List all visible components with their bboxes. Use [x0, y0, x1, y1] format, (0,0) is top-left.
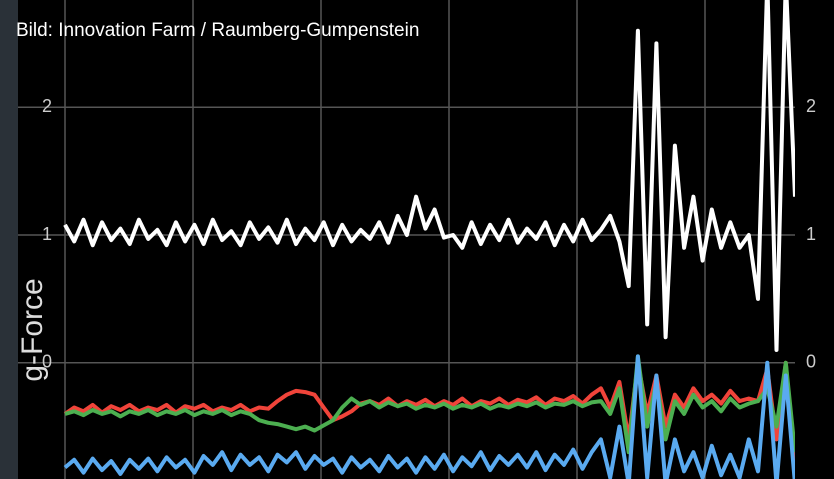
y-axis-label: g-Force [16, 278, 49, 381]
y-tick-label-left: 2 [42, 96, 52, 116]
plot [63, 0, 795, 479]
y-tick-label-right: 2 [806, 96, 816, 116]
series-line [64, 354, 795, 455]
series-line [63, 354, 795, 479]
y-tick-label-right: 1 [806, 224, 816, 244]
y-tick-label-right: 0 [806, 352, 816, 372]
y-tick-label-left: 1 [42, 224, 52, 244]
y-tick-label-left: 0 [42, 352, 52, 372]
caption: Bild: Innovation Farm / Raumberg-Gumpens… [16, 20, 419, 41]
series-line [63, 0, 795, 352]
side-strip [0, 0, 18, 479]
